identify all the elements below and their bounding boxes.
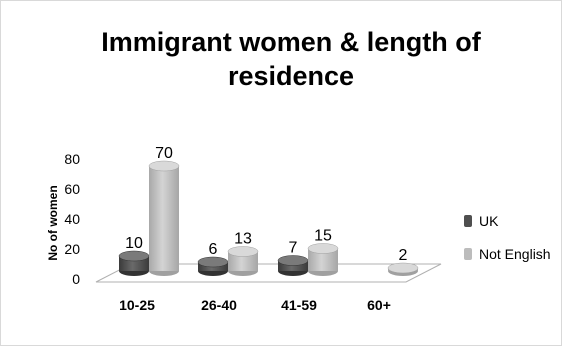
chart-title-line-2: residence: [228, 61, 354, 91]
bar-not-english: [387, 262, 419, 276]
y-axis-ticks: 0 20 40 60 80: [64, 151, 80, 287]
data-labels-group: 10 6 7 70 13 15 2: [125, 145, 407, 264]
y-tick-label: 20: [64, 241, 80, 257]
data-label: 10: [125, 235, 143, 252]
x-tick-label: 10-25: [119, 297, 155, 313]
bar-uk: [277, 255, 309, 276]
legend-swatch-uk: [464, 215, 472, 227]
bars-group: [118, 160, 419, 276]
data-label: 70: [155, 145, 173, 162]
legend: UK Not English: [464, 213, 551, 262]
legend-label-uk: UK: [479, 213, 499, 229]
chart-title-line-1: Immigrant women & length of: [101, 27, 482, 57]
data-label: 6: [209, 241, 218, 258]
y-tick-label: 40: [64, 211, 80, 227]
x-tick-label: 41-59: [281, 297, 317, 313]
bar-not-english: [227, 246, 259, 276]
x-tick-label: 60+: [367, 297, 391, 313]
data-label: 7: [289, 240, 298, 257]
x-axis-tick-labels: 10-25 26-40 41-59 60+: [119, 297, 391, 313]
legend-swatch-not-english: [464, 248, 472, 260]
bar-not-english: [307, 243, 339, 276]
legend-label-not-english: Not English: [479, 246, 551, 262]
bar-uk: [118, 250, 150, 276]
bar-not-english: [148, 160, 180, 276]
bar-uk: [197, 256, 229, 276]
data-label: 15: [314, 228, 332, 245]
y-tick-label: 80: [64, 151, 80, 167]
x-tick-label: 26-40: [201, 297, 237, 313]
data-label: 2: [399, 247, 408, 264]
y-axis-label: No of women: [46, 185, 60, 260]
y-tick-label: 0: [72, 271, 80, 287]
data-label: 13: [234, 231, 252, 248]
y-tick-label: 60: [64, 181, 80, 197]
